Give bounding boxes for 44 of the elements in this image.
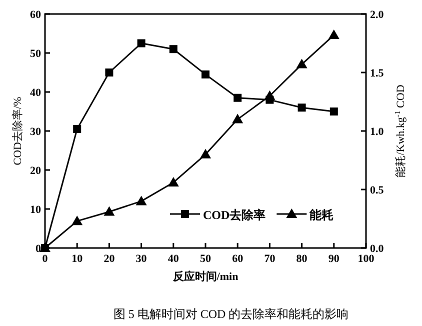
- x-tick-label: 30: [136, 253, 148, 265]
- x-tick-label: 80: [296, 253, 308, 265]
- y2-tick-label: 0.5: [370, 184, 384, 196]
- x-tick-label: 60: [232, 253, 244, 265]
- legend-label: 能耗: [310, 208, 334, 222]
- y2-tick-label: 1.5: [370, 68, 384, 80]
- x-tick-label: 20: [104, 253, 116, 265]
- y-tick-label: 10: [30, 204, 42, 216]
- y2-tick-label: 1.0: [370, 126, 384, 138]
- point: [200, 148, 211, 158]
- y-tick-label: 30: [30, 126, 42, 138]
- x-tick-label: 40: [168, 253, 180, 265]
- x-tick-label: 90: [328, 253, 340, 265]
- point: [73, 125, 82, 134]
- point: [328, 30, 340, 40]
- point: [169, 45, 178, 54]
- point: [264, 90, 276, 100]
- point: [136, 196, 147, 206]
- x-tick-label: 50: [200, 253, 212, 265]
- point: [330, 108, 338, 116]
- legend-label: COD去除率: [203, 208, 266, 222]
- y-tick-label: 0: [36, 243, 42, 255]
- caption: 图 5 电解时间对 COD 的去除率和能耗的影响: [113, 307, 349, 321]
- y2-tick-label: 2.0: [370, 9, 384, 21]
- point: [72, 216, 83, 226]
- y-tick-label: 20: [30, 165, 42, 177]
- point: [105, 68, 114, 76]
- y-tick-label: 40: [30, 87, 42, 99]
- x-tick-label: 100: [358, 253, 375, 265]
- point: [202, 70, 210, 78]
- point: [298, 104, 306, 112]
- x-axis-title: 反应时间/min: [172, 270, 238, 283]
- point: [296, 58, 308, 68]
- point: [137, 39, 146, 48]
- point: [234, 94, 242, 102]
- y2-tick-label: 0.0: [370, 243, 384, 255]
- x-tick-label: 70: [264, 253, 276, 265]
- point: [232, 114, 244, 124]
- y-axis-title: COD去除率/%: [11, 96, 24, 166]
- y-tick-label: 50: [30, 48, 42, 60]
- point: [168, 176, 179, 186]
- x-tick-label: 10: [72, 253, 84, 265]
- point: [104, 206, 115, 216]
- y-tick-label: 60: [30, 9, 42, 21]
